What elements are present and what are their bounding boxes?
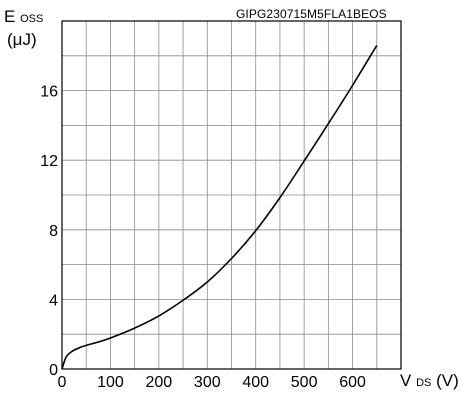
x-tick-label: 400 <box>242 374 269 391</box>
x-axis-title: V DS (V) <box>400 371 459 391</box>
y-axis-title: E OSS <box>4 7 43 27</box>
x-tick-label: 600 <box>339 374 366 391</box>
chart-grid <box>62 21 401 369</box>
y-tick-label: 16 <box>40 84 58 101</box>
x-tick-label: 0 <box>58 374 67 391</box>
document-id: GIPG230715M5FLA1BEOS <box>236 7 387 21</box>
y-tick-label: 0 <box>49 362 58 379</box>
plot-frame <box>61 20 402 370</box>
eoss-curve-group <box>61 44 378 370</box>
eoss-series-line <box>61 44 378 370</box>
x-tick-label: 100 <box>97 374 124 391</box>
y-tick-labels: 0 4 8 12 16 <box>40 84 58 379</box>
x-axis-subscript: DS <box>416 377 432 389</box>
x-tick-labels: 0 100 200 300 400 500 600 <box>58 374 366 391</box>
x-axis-symbol: V <box>400 371 412 390</box>
y-tick-label: 4 <box>49 292 58 309</box>
x-tick-label: 500 <box>291 374 318 391</box>
y-tick-label: 12 <box>40 153 58 170</box>
y-axis-unit: (μJ) <box>7 30 37 49</box>
x-tick-label: 200 <box>146 374 173 391</box>
y-axis-symbol: E <box>4 7 16 26</box>
y-axis-subscript: OSS <box>20 13 44 25</box>
x-tick-label: 300 <box>194 374 221 391</box>
y-tick-label: 8 <box>49 223 58 240</box>
x-axis-unit: (V) <box>436 371 459 390</box>
